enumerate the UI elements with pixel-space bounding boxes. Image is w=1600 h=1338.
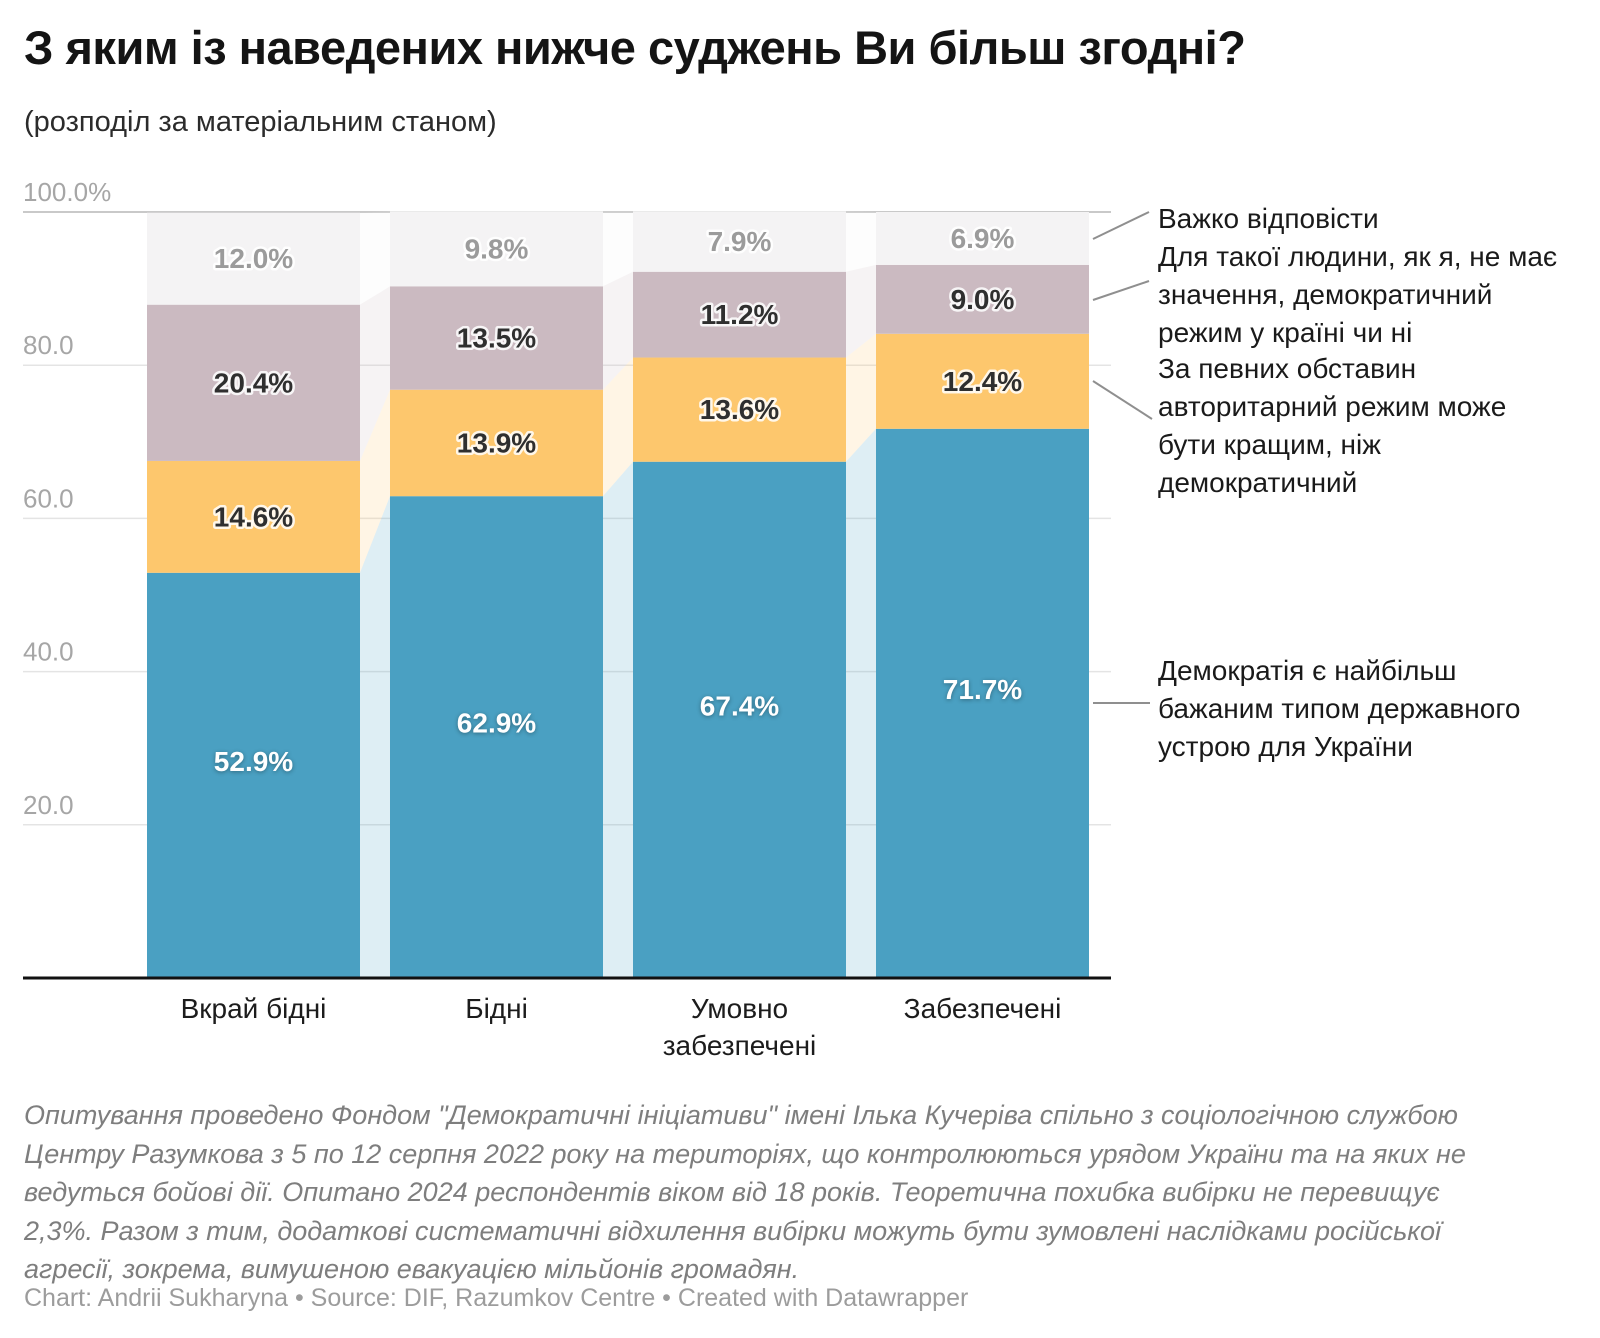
- bar-value-label: 20.4%: [214, 367, 293, 398]
- bar-value-label: 52.9%: [214, 746, 293, 777]
- bar-value-label: 12.4%: [943, 366, 1022, 397]
- y-tick-label-100: 100.0%: [23, 177, 111, 207]
- bar-segment: [633, 211, 846, 272]
- connector-area: [360, 389, 390, 573]
- bar-value-label: 13.9%: [457, 427, 536, 458]
- bar-segment: [147, 212, 360, 305]
- y-tick-label-80: 80.0: [23, 330, 74, 360]
- credits-byline-source: Chart: Andrii Sukharyna • Source: DIF, R…: [24, 1284, 678, 1312]
- bar-value-label: 71.7%: [943, 674, 1022, 705]
- bar-value-label: 6.9%: [951, 223, 1015, 254]
- bar-segment: [390, 389, 603, 497]
- legend-item-hard-to-answer: Важко відповісти: [1158, 203, 1379, 234]
- x-axis-label-poor: Бідні: [465, 993, 528, 1024]
- bar-value-label: 9.0%: [951, 284, 1015, 315]
- bar-value-label: 7.9%: [708, 226, 772, 257]
- connector-area: [603, 357, 633, 497]
- bar-segment: [633, 461, 846, 978]
- legend-connector-line-1: [1092, 280, 1150, 301]
- legend-connector-line-0: [1092, 211, 1150, 240]
- bar-value-label: 13.6%: [700, 394, 779, 425]
- x-axis-label-welloff: Забезпечені: [903, 993, 1062, 1024]
- bar-segment: [633, 357, 846, 462]
- connector-area: [603, 211, 633, 287]
- legend-item-democracy-preferred: Демократія є найбільш бажаним типом держ…: [1158, 655, 1521, 762]
- bar-segment: [876, 264, 1089, 334]
- connector-area: [603, 271, 633, 390]
- credits-datawrapper-link[interactable]: Created with Datawrapper: [677, 1284, 969, 1312]
- chart-notes: Опитування проведено Фондом "Демократичн…: [24, 1100, 1466, 1284]
- connector-area: [360, 211, 390, 305]
- bar-value-label: 12.0%: [214, 243, 293, 274]
- bar-segment: [390, 496, 603, 978]
- connector-area: [603, 461, 633, 978]
- bar-segment: [876, 212, 1089, 265]
- bar-segment: [147, 572, 360, 978]
- y-tick-label-40: 40.0: [23, 637, 74, 667]
- connector-area: [846, 428, 876, 978]
- connector-area: [846, 211, 876, 272]
- x-axis-label-extremely-poor: Вкрай бідні: [180, 993, 327, 1024]
- bar-segment: [147, 304, 360, 461]
- bar-segment: [390, 211, 603, 287]
- chart-credits: Chart: Andrii Sukharyna • Source: DIF, R…: [24, 1284, 968, 1313]
- bar-segment: [633, 271, 846, 358]
- legend-connector-line-2: [1092, 380, 1153, 420]
- x-axis-label-conditionally-welloff: Умовно забезпечені: [662, 993, 817, 1061]
- connector-area: [360, 496, 390, 978]
- legend-item-no-difference: Для такої людини, як я, не має значення,…: [1158, 241, 1558, 348]
- bar-value-label: 13.5%: [457, 323, 536, 354]
- bar-segment: [390, 286, 603, 390]
- bar-value-label: 14.6%: [214, 501, 293, 532]
- stacked-bar-chart: 100.0% 80.0 60.0 40.0 20.0 52.9% 14.6% 20.4% 12.…: [23, 177, 1153, 980]
- y-tick-label-60: 60.0: [23, 483, 74, 513]
- bar-value-label: 62.9%: [457, 708, 536, 739]
- chart-subtitle: (розподіл за матеріальним станом): [24, 106, 497, 138]
- legend-item-authoritarian-better: За певних обставин авторитарний режим мо…: [1158, 353, 1507, 498]
- connector-area: [846, 333, 876, 462]
- bar-value-label: 9.8%: [465, 233, 529, 264]
- bar-segment: [147, 460, 360, 573]
- y-tick-label-20: 20.0: [23, 790, 74, 820]
- bar-value-label: 67.4%: [700, 690, 779, 721]
- connector-area: [846, 264, 876, 358]
- connector-area: [360, 286, 390, 461]
- page-title: З яким із наведених нижче суджень Ви біл…: [24, 21, 1246, 74]
- bar-value-label: 11.2%: [701, 299, 779, 330]
- bar-segment: [876, 428, 1089, 978]
- bar-segment: [876, 333, 1089, 429]
